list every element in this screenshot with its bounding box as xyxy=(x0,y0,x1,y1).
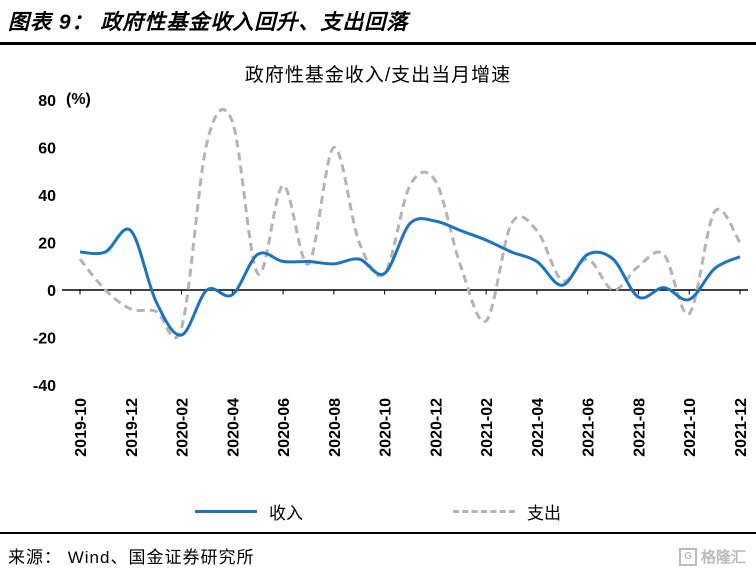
y-tick-label: -40 xyxy=(33,378,56,395)
x-tick-label: 2021-02 xyxy=(479,398,496,457)
x-tick-label: 2021-06 xyxy=(581,398,598,457)
x-tick-label: 2020-08 xyxy=(327,398,344,457)
x-tick-label: 2020-04 xyxy=(225,398,242,457)
legend-label-revenue: 收入 xyxy=(269,503,303,523)
x-tick-label: 2020-06 xyxy=(276,398,293,457)
report-title: 图表 9： 政府性基金收入回升、支出回落 xyxy=(8,11,409,34)
expenditure-line-sample xyxy=(453,509,515,513)
y-tick-label: -20 xyxy=(33,331,56,348)
y-tick-label: 80 xyxy=(38,93,56,110)
x-tick-label: 2019-10 xyxy=(73,398,90,457)
report-header: 图表 9： 政府性基金收入回升、支出回落 xyxy=(0,0,756,45)
x-tick-label: 2020-10 xyxy=(378,398,395,457)
logo-text: 格隆汇 xyxy=(700,549,746,566)
x-tick-label: 2019-12 xyxy=(124,398,141,457)
legend: 收入 支出 xyxy=(0,498,756,524)
y-tick-label: 20 xyxy=(38,236,56,253)
x-tick-label: 2020-02 xyxy=(175,398,192,457)
revenue-line-sample xyxy=(195,509,257,513)
y-axis-unit-label: (%) xyxy=(66,91,91,108)
gelonghui-logo: G 格隆汇 xyxy=(678,546,746,567)
x-tick-label: 2021-08 xyxy=(631,398,648,457)
chart-title: 政府性基金收入/支出当月增速 xyxy=(244,65,512,86)
legend-item-revenue: 收入 xyxy=(195,499,303,524)
report-footer: 来源： Wind、国金证券研究所 G 格隆汇 xyxy=(0,532,756,571)
y-tick-label: 40 xyxy=(38,188,56,205)
logo-badge-icon: G xyxy=(678,547,697,566)
x-tick-label: 2020-12 xyxy=(428,398,445,457)
y-tick-label: 0 xyxy=(47,283,56,300)
revenue-line xyxy=(79,217,741,337)
x-tick-label: 2021-12 xyxy=(733,398,750,457)
legend-label-expenditure: 支出 xyxy=(527,503,561,523)
growth-chart: (%) 80 60 40 20 0 -20 -40 2019-10 2019-12 2020-02 2… xyxy=(33,91,750,457)
source-text: 来源： Wind、国金证券研究所 xyxy=(8,548,255,567)
y-tick-label: 60 xyxy=(38,141,56,158)
x-tick-label: 2021-10 xyxy=(682,398,699,457)
x-tick-label: 2021-04 xyxy=(530,398,547,457)
legend-item-expenditure: 支出 xyxy=(453,499,561,524)
